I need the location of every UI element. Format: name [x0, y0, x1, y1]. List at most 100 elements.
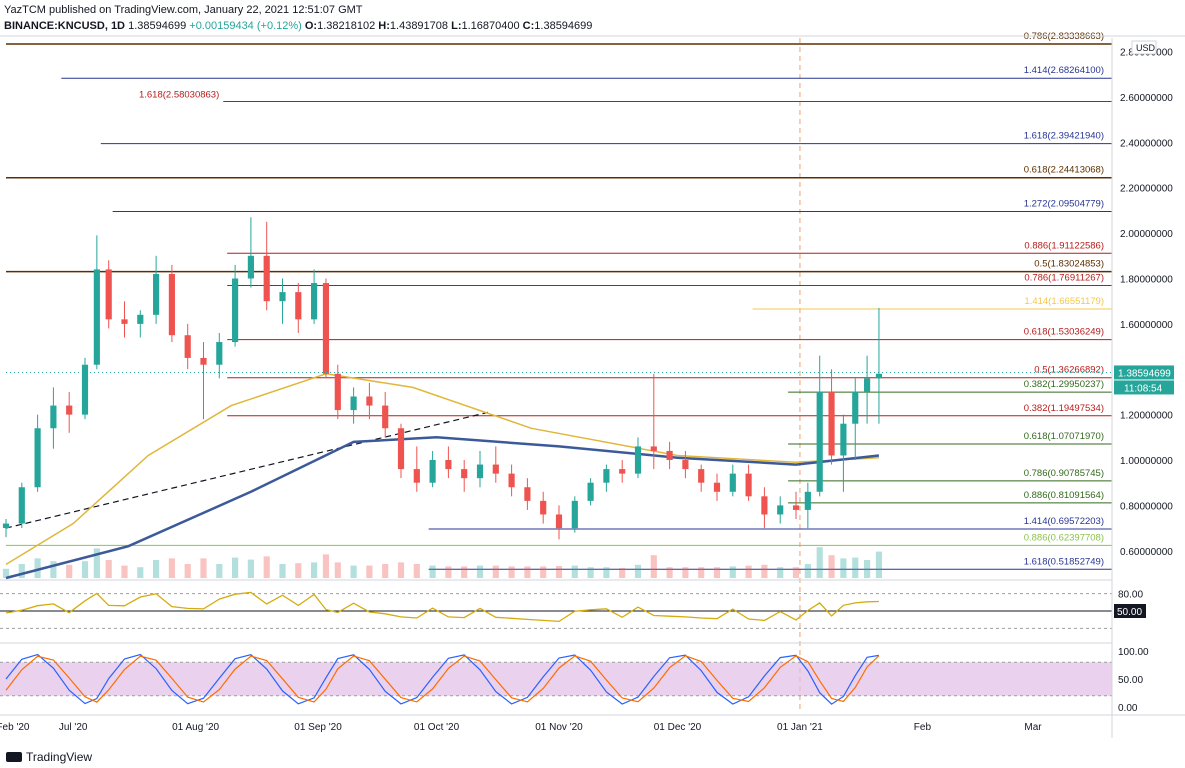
price-tick-label: 2.40000000	[1120, 138, 1173, 149]
time-tick-label: 01 Sep '20	[294, 722, 342, 733]
price-tick-label: 2.20000000	[1120, 184, 1173, 195]
candle-body	[2, 523, 10, 529]
time-tick-label: 01 Nov '20	[535, 722, 583, 733]
volume-bar	[413, 564, 420, 578]
candle-body	[232, 278, 239, 343]
volume-bar	[247, 559, 254, 578]
fib-level-label: 0.382(1.19497534)	[1024, 403, 1104, 414]
volume-bar	[366, 565, 373, 578]
low-label: L:	[451, 20, 462, 32]
last-price-tag	[1114, 365, 1174, 380]
time-tick-label: 01 Dec '20	[654, 722, 702, 733]
tradingview-logo-icon	[6, 752, 22, 762]
candle-body	[682, 460, 689, 470]
volume-bar	[852, 557, 859, 578]
candle-body	[587, 482, 594, 501]
candle-body	[397, 428, 405, 470]
tradingview-footer[interactable]: TradingView	[6, 750, 92, 764]
time-tick-label: Jul '20	[59, 722, 88, 733]
candle-body	[619, 469, 626, 474]
time-tick-label: Feb	[914, 722, 932, 733]
candle-body	[263, 255, 270, 302]
candle-body	[713, 482, 721, 492]
candle-body	[792, 505, 800, 510]
volume-bar	[232, 557, 239, 578]
fib-level-label: 0.886(0.81091564)	[1024, 490, 1104, 501]
volume-bar	[666, 567, 673, 578]
candle-body	[121, 319, 128, 324]
volume-bar	[540, 566, 547, 578]
volume-bar	[184, 564, 191, 578]
fib-level-label: 1.414(0.69572203)	[1024, 516, 1104, 527]
fib-level-label: 1.272(2.09504779)	[1024, 199, 1104, 210]
currency-badge	[1131, 40, 1157, 55]
moving-average-blue	[5, 436, 880, 580]
volume-bar	[619, 568, 626, 578]
volume-bar	[875, 551, 883, 578]
volume-bar	[777, 567, 784, 578]
candle-body	[18, 487, 25, 524]
price-tick-label: 0.60000000	[1120, 547, 1173, 558]
volume-bar	[445, 566, 452, 578]
candle-body	[634, 446, 642, 474]
candle-body	[840, 423, 847, 456]
fib-level-label: 0.618(2.24413068)	[1024, 165, 1104, 176]
fib-level-label: 1.618(0.51852749)	[1024, 556, 1104, 567]
candle-body	[311, 283, 318, 320]
volume-bar	[322, 554, 330, 578]
candle-body	[524, 487, 531, 501]
candle-body	[279, 292, 286, 302]
volume-bar	[334, 562, 341, 578]
candle-body	[492, 464, 499, 474]
volume-bar	[864, 560, 871, 578]
candle-body	[50, 405, 57, 429]
fib-level-label: 0.382(1.29950237)	[1024, 379, 1104, 390]
candle-body	[875, 373, 883, 379]
fib-level-label: 0.886(0.62397708)	[1024, 532, 1104, 543]
moving-average-gold	[5, 373, 879, 566]
price-tick-label: 1.00000000	[1120, 456, 1173, 467]
rsi-value-tag	[1114, 604, 1146, 618]
last-price-label: 1.38594699	[1118, 368, 1171, 379]
volume-bar	[792, 567, 800, 578]
candle-body	[828, 391, 835, 456]
volume-bar	[168, 558, 175, 578]
price-tick-label: 2.60000000	[1120, 93, 1173, 104]
candle-body	[777, 505, 784, 515]
open-label: O:	[304, 20, 318, 32]
volume-bar	[105, 560, 112, 578]
fib-level-label: 0.786(0.90785745)	[1024, 468, 1104, 479]
volume-bar	[492, 565, 499, 578]
candle-body	[350, 396, 357, 411]
axes: 2.800000002.600000002.400000002.20000000…	[0, 35, 1185, 738]
volume-bar	[81, 561, 89, 578]
volume-bar	[804, 564, 811, 578]
candle-body	[247, 255, 254, 279]
candle-body	[413, 469, 420, 483]
volume-bar	[311, 562, 318, 578]
volume-bar	[745, 565, 752, 578]
last-price: 1.38594699	[128, 20, 187, 32]
candle-body	[461, 469, 468, 479]
fib-level-label: 1.618(2.58030863)	[139, 89, 219, 100]
moving-averages	[5, 373, 880, 580]
volume-bars	[2, 547, 883, 578]
candle-body	[804, 491, 811, 510]
candle-body	[429, 460, 436, 483]
candle-body	[66, 405, 73, 415]
volume-bar	[476, 565, 484, 578]
volume-bar	[295, 563, 302, 578]
candle-body	[745, 473, 752, 497]
candles	[2, 217, 883, 540]
symbol: BINANCE:KNCUSD, 1D	[4, 20, 126, 32]
volume-bar	[461, 566, 468, 578]
candle-body	[34, 428, 41, 488]
time-tick-label: 01 Aug '20	[172, 722, 219, 733]
volume-bar	[555, 566, 563, 578]
high-value: 1.43891708	[389, 20, 449, 32]
volume-bar	[698, 567, 705, 578]
volume-bar	[50, 561, 57, 578]
volume-bar	[429, 565, 436, 578]
candle-body	[476, 464, 484, 479]
